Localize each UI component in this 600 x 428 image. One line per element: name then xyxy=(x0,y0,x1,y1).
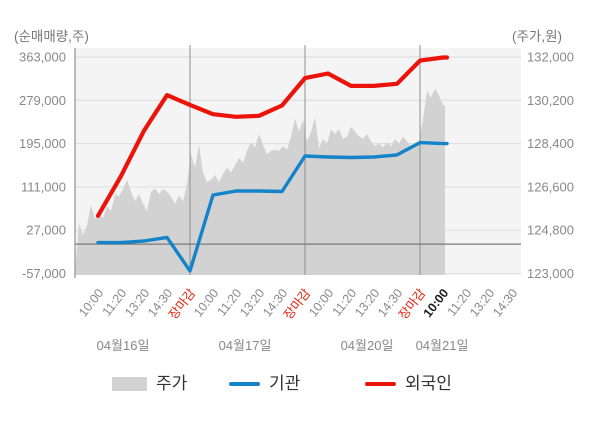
date-label: 04월21일 xyxy=(416,338,469,353)
x-tick-label: 14:30 xyxy=(490,286,520,319)
right-tick-label: 130,200 xyxy=(527,93,574,108)
legend-item-institution[interactable]: 기관 xyxy=(229,373,300,395)
institution-line-swatch xyxy=(229,382,260,386)
price-area-series xyxy=(75,88,445,275)
right-axis-title: (주가,원) xyxy=(512,29,562,44)
x-tick-label: 10:00 xyxy=(421,286,452,320)
legend-label-price: 주가 xyxy=(156,374,188,393)
x-tick-label: 10:00 xyxy=(191,286,221,319)
date-label: 04월20일 xyxy=(341,338,394,353)
legend-label-institution: 기관 xyxy=(269,374,301,393)
x-tick-label: 10:00 xyxy=(306,286,336,319)
left-axis-title: (순매매량,주) xyxy=(14,29,89,44)
left-tick-label: 111,000 xyxy=(21,179,66,194)
price-volume-chart-canvas: 363,000 279,000 195,000 111,000 27,000 -57,00… xyxy=(14,29,574,353)
left-tick-label: 195,000 xyxy=(19,136,66,151)
x-tick-label: 10:00 xyxy=(76,286,106,319)
institution-line xyxy=(96,140,449,273)
x-tick-label: 장마감 xyxy=(281,286,314,322)
legend-item-foreigner[interactable]: 외국인 xyxy=(365,373,452,395)
right-tick-label: 124,800 xyxy=(527,223,574,238)
date-label: 04월17일 xyxy=(219,338,272,353)
x-tick-label: 13:20 xyxy=(352,286,382,319)
left-tick-label: 363,000 xyxy=(19,50,66,65)
left-tick-label: -57,000 xyxy=(22,266,66,281)
legend-label-foreigner: 외국인 xyxy=(405,374,452,393)
x-tick-label: 장마감 xyxy=(396,286,429,322)
chart-legend: 주가 기관 외국인 xyxy=(0,373,600,399)
foreigner-line-swatch xyxy=(365,382,396,386)
foreigner-line xyxy=(95,55,450,218)
price-area-swatch xyxy=(112,377,147,391)
left-tick-label: 279,000 xyxy=(19,93,66,108)
legend-item-price[interactable]: 주가 xyxy=(112,373,187,395)
x-tick-label: 13:20 xyxy=(237,286,267,319)
right-tick-label: 126,600 xyxy=(527,179,574,194)
left-tick-label: 27,000 xyxy=(26,223,66,238)
x-tick-label: 13:20 xyxy=(467,286,497,319)
x-tick-label: 13:20 xyxy=(122,286,152,319)
date-label: 04월16일 xyxy=(97,338,150,353)
right-tick-label: 132,000 xyxy=(527,50,574,65)
right-tick-label: 128,400 xyxy=(527,136,574,151)
x-tick-label: 장마감 xyxy=(166,286,199,322)
right-tick-label: 123,000 xyxy=(527,266,574,281)
